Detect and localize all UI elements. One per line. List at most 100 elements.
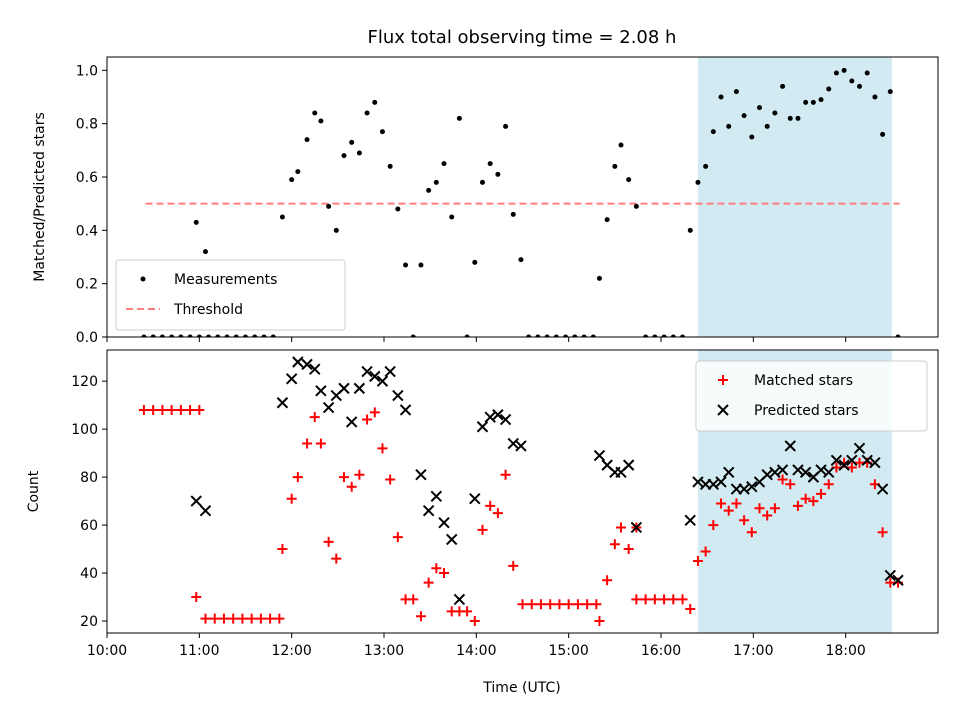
data-point: [792, 500, 803, 511]
data-point: [377, 443, 388, 454]
data-point: [157, 404, 168, 415]
data-point: [395, 206, 401, 212]
x-tick-label: 13:00: [364, 643, 404, 659]
data-point: [749, 134, 755, 140]
data-point: [175, 404, 186, 415]
data-point: [304, 137, 310, 143]
data-point: [148, 404, 159, 415]
y-tick-label: 0.2: [76, 277, 98, 293]
data-point: [739, 515, 750, 526]
data-point: [746, 480, 758, 493]
data-point: [877, 527, 888, 538]
data-point: [876, 483, 889, 495]
data-point: [818, 97, 824, 103]
y-tick-label: 20: [80, 614, 98, 630]
data-point: [761, 469, 773, 481]
x-tick-label: 17:00: [733, 643, 773, 659]
data-point: [285, 373, 298, 385]
data-point: [526, 334, 532, 337]
data-point: [426, 187, 432, 193]
data-point: [485, 500, 496, 511]
y-tick-label: 0.6: [76, 170, 98, 186]
data-point: [199, 504, 212, 517]
data-point: [668, 594, 679, 605]
x-tick-label: 16:00: [641, 643, 681, 659]
data-point: [731, 498, 742, 509]
data-point: [823, 466, 835, 479]
data-point: [228, 613, 239, 624]
data-point: [200, 613, 211, 624]
data-point: [185, 404, 196, 415]
data-point: [787, 115, 793, 121]
data-point: [715, 476, 727, 488]
data-point: [438, 516, 450, 529]
data-point: [795, 115, 801, 121]
data-point: [572, 334, 578, 337]
data-point: [857, 83, 863, 89]
data-point: [741, 113, 747, 119]
data-point: [403, 262, 409, 268]
data-point: [503, 123, 509, 129]
data-point: [341, 153, 347, 159]
data-point: [472, 259, 478, 265]
data-point: [590, 334, 596, 337]
data-point: [439, 568, 450, 579]
data-point: [612, 163, 618, 169]
data-point: [643, 334, 649, 337]
data-point: [431, 563, 442, 574]
data-point: [815, 464, 827, 476]
data-point: [479, 179, 485, 185]
data-point: [756, 105, 762, 111]
data-point: [178, 334, 184, 337]
data-point: [446, 533, 458, 546]
data-point: [309, 363, 321, 375]
data-point: [784, 440, 796, 452]
data-point: [833, 70, 839, 76]
legend-box: [695, 360, 928, 432]
data-point: [399, 404, 412, 416]
data-point: [615, 522, 626, 533]
y-tick-label: 80: [80, 470, 98, 486]
data-point: [604, 217, 610, 223]
data-point: [224, 334, 230, 337]
data-point: [422, 504, 435, 517]
data-point: [816, 488, 827, 499]
data-point: [716, 498, 727, 509]
y-axis-label: Count: [26, 470, 42, 512]
data-point: [726, 123, 732, 129]
data-point: [346, 481, 357, 492]
data-point: [369, 407, 380, 418]
data-point: [718, 94, 724, 100]
data-point: [849, 78, 855, 84]
data-point: [449, 214, 455, 220]
data-point: [462, 606, 473, 617]
data-point: [495, 171, 501, 177]
data-point: [392, 389, 404, 402]
data-point: [830, 454, 843, 467]
data-point: [535, 599, 546, 610]
y-axis-label: Matched/Predicted stars: [32, 112, 48, 282]
data-point: [563, 334, 569, 337]
data-point: [270, 334, 276, 337]
data-point: [209, 613, 220, 624]
axes-frame: [106, 56, 939, 338]
data-point: [243, 334, 248, 337]
data-point: [379, 129, 385, 135]
data-point: [630, 521, 643, 534]
y-tick-label: 1.0: [76, 63, 98, 79]
data-point: [166, 404, 177, 415]
data-point: [338, 382, 350, 395]
data-point: [792, 464, 804, 476]
data-point: [433, 179, 439, 185]
data-point: [276, 397, 289, 409]
data-point: [622, 459, 635, 471]
plot-area: [138, 356, 904, 627]
data-point: [323, 536, 334, 547]
legend-label: Threshold: [173, 302, 243, 318]
data-point: [687, 227, 693, 233]
data-point: [190, 495, 202, 507]
data-point: [159, 334, 165, 337]
data-point: [785, 479, 796, 490]
data-point: [769, 466, 781, 479]
data-point: [193, 219, 199, 225]
